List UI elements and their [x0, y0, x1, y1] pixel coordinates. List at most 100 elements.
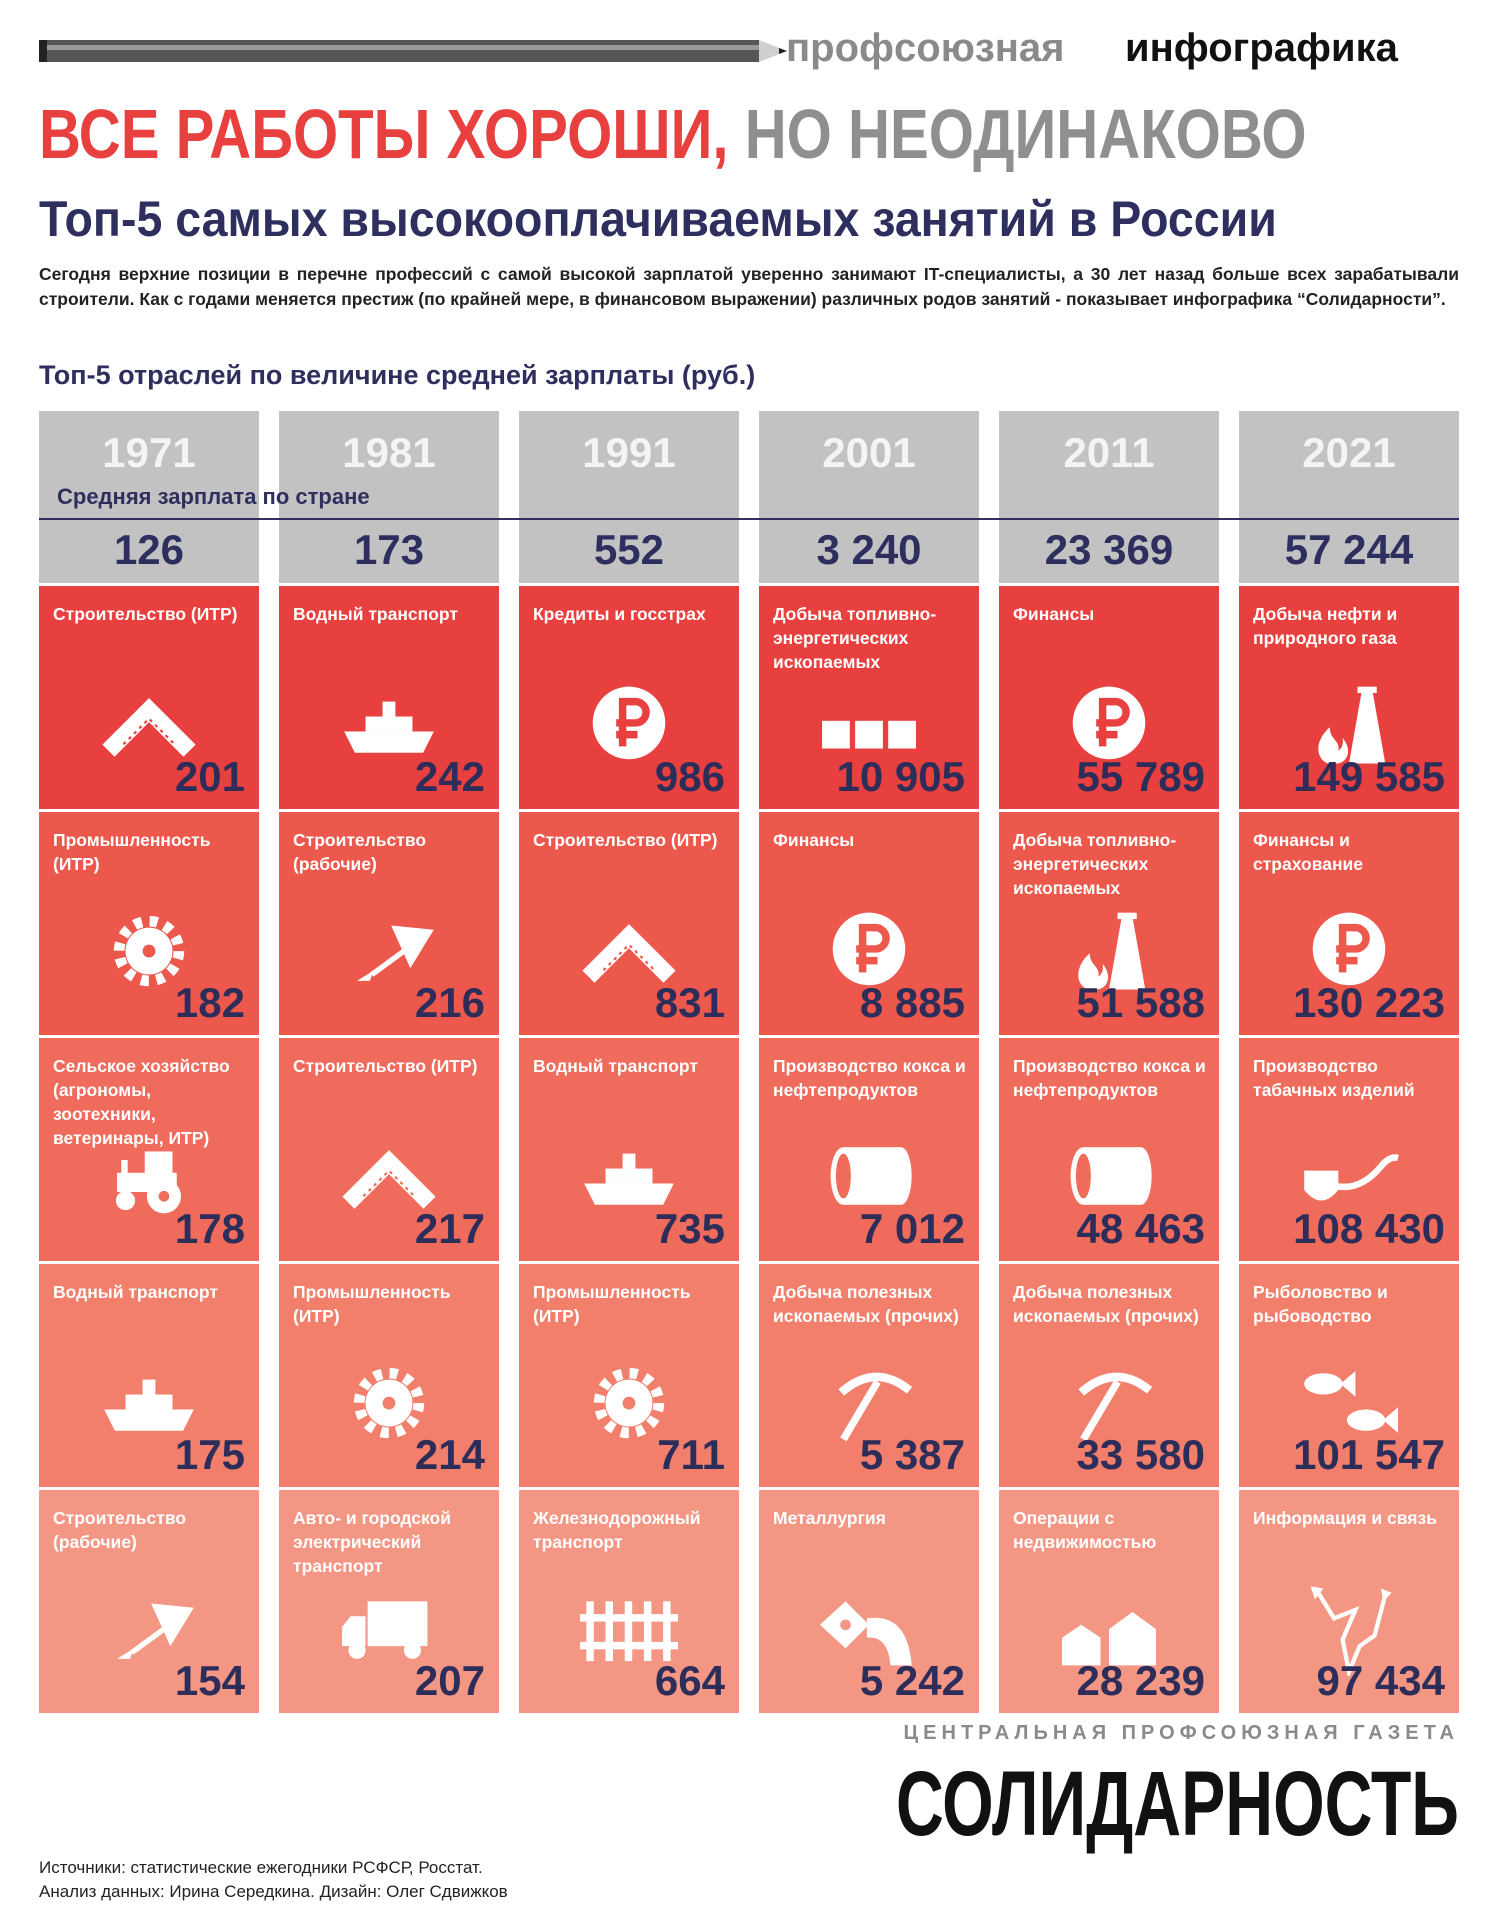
year: 1991 — [582, 429, 676, 476]
industry-cell: Добыча полезных ископаемых (прочих) 33 58… — [999, 1264, 1219, 1487]
industry-cell: Операции с недвижимостью 28 239 — [999, 1490, 1219, 1713]
average-salary: 173 — [353, 526, 425, 573]
salary-value: 101 547 — [1293, 1431, 1445, 1478]
industry-label: Промышленность (ИТР) — [533, 1282, 691, 1326]
salary-value: 7 012 — [859, 1205, 965, 1252]
salary-value: 55 789 — [1076, 753, 1205, 800]
industry-icon — [1304, 1371, 1399, 1433]
divider — [39, 518, 1459, 520]
column-header: 1991 552 — [519, 411, 739, 583]
industry-icon — [1310, 1586, 1392, 1676]
industry-label: Добыча топливно-энергетических ископаемы… — [773, 604, 937, 672]
industry-cell: Финансы и страхование 130 223 — [1239, 812, 1459, 1035]
industry-label: Строительство (рабочие) — [53, 1508, 187, 1552]
industry-icon — [113, 915, 185, 987]
industry-label: Водный транспорт — [533, 1056, 698, 1076]
industry-label: Добыча нефти и природного газа — [1253, 604, 1398, 648]
industry-icon — [1078, 1372, 1153, 1442]
industry-cell: Промышленность (ИТР) 182 — [39, 812, 259, 1035]
industry-icon — [344, 701, 434, 753]
year-column: 1981 173 Водный транспорт 242 Строительство … — [279, 411, 499, 1713]
industry-cell: Добыча нефти и природного газа 149 585 — [1239, 586, 1459, 809]
industry-icon — [1062, 1612, 1156, 1666]
industry-cell: Строительство (ИТР) 201 — [39, 586, 259, 809]
industry-icon — [1318, 686, 1386, 764]
salary-value: 48 463 — [1076, 1205, 1205, 1252]
salary-value: 711 — [657, 1431, 725, 1478]
industry-cell: Производство табачных изделий 108 430 — [1239, 1038, 1459, 1261]
industry-icon — [102, 698, 196, 757]
title-accent: НО НЕОДИНАКОВО — [744, 95, 1307, 173]
industry-icon — [819, 1601, 912, 1666]
sources: Источники: статистические ежегодники РСФ… — [39, 1858, 483, 1877]
average-salary: 126 — [113, 526, 185, 573]
industry-icon — [357, 925, 434, 981]
year-column: 2001 3 240 Добыча топливно-энергетических … — [759, 411, 979, 1713]
industry-cell: Кредиты и госстрах 986 — [519, 586, 739, 809]
column-header: 2021 57 244 — [1239, 411, 1459, 583]
industry-label: Водный транспорт — [293, 604, 458, 624]
industry-cell: Производство кокса и нефтепродуктов 7 012 — [759, 1038, 979, 1261]
industry-label: Промышленность (ИТР) — [293, 1282, 451, 1326]
industry-label: Информация и связь — [1253, 1508, 1437, 1528]
salary-value: 149 585 — [1293, 753, 1445, 800]
industry-icon — [832, 912, 906, 986]
industry-cell: Добыча топливно-энергетических ископаемы… — [999, 812, 1219, 1035]
column-header: 2001 3 240 — [759, 411, 979, 583]
industry-label: Добыча полезных ископаемых (прочих) — [1013, 1282, 1199, 1326]
industry-label: Добыча топливно-энергетических ископаемы… — [1013, 830, 1177, 898]
industry-icon — [1072, 686, 1146, 760]
industry-icon — [104, 1379, 194, 1431]
salary-value: 201 — [174, 753, 245, 800]
industry-cell: Водный транспорт 175 — [39, 1264, 259, 1487]
industry-icon — [582, 924, 676, 983]
industry-label: Металлургия — [773, 1508, 886, 1528]
average-salary: 57 244 — [1284, 526, 1414, 573]
salary-value: 28 239 — [1076, 1657, 1205, 1704]
year: 1971 — [102, 429, 196, 476]
industry-icon — [115, 1151, 181, 1214]
industry-icon — [584, 1153, 674, 1205]
industry-icon — [1312, 912, 1386, 986]
series-name: профсоюзная — [786, 26, 1065, 70]
industry-cell: Водный транспорт 735 — [519, 1038, 739, 1261]
salary-value: 175 — [174, 1431, 245, 1478]
industry-cell: Строительство (ИТР) 831 — [519, 812, 739, 1035]
industry-label: Сельское хозяйство (агрономы, зоотехники… — [53, 1056, 230, 1148]
column-header: 2011 23 369 — [999, 411, 1219, 583]
industry-icon — [117, 1603, 194, 1659]
average-salary: 23 369 — [1044, 526, 1174, 573]
industry-cell: Добыча полезных ископаемых (прочих) 5 387 — [759, 1264, 979, 1487]
industry-label: Строительство (ИТР) — [293, 1056, 478, 1076]
salary-value: 10 905 — [836, 753, 965, 800]
industry-cell: Водный транспорт 242 — [279, 586, 499, 809]
industry-cell: Рыболовство и рыбоводство 101 547 — [1239, 1264, 1459, 1487]
salary-value: 8 885 — [859, 979, 965, 1026]
industry-cell: Авто- и городской электрический транспор… — [279, 1490, 499, 1713]
salary-value: 97 434 — [1316, 1657, 1445, 1704]
industry-icon — [838, 1372, 913, 1442]
year: 2001 — [822, 429, 916, 476]
brand: инфографика — [1125, 26, 1398, 70]
salary-value: 986 — [654, 753, 725, 800]
industry-label: Строительство (ИТР) — [53, 604, 238, 624]
industry-cell: Финансы 55 789 — [999, 586, 1219, 809]
industry-cell: Строительство (рабочие) 216 — [279, 812, 499, 1035]
salary-value: 33 580 — [1076, 1431, 1205, 1478]
industry-icon — [1078, 912, 1146, 990]
year-column: 2011 23 369 Финансы 55 789 Добыча топливно-э… — [999, 411, 1219, 1713]
salary-value: 182 — [174, 979, 245, 1026]
column-header: 1971 126 — [39, 411, 259, 583]
industry-icon — [593, 1367, 665, 1439]
salary-value: 216 — [414, 979, 485, 1026]
year-column: 2021 57 244 Добыча нефти и природного газа… — [1239, 411, 1459, 1713]
salary-value: 5 242 — [859, 1657, 965, 1704]
industry-label: Добыча полезных ископаемых (прочих) — [773, 1282, 959, 1326]
pencil — [39, 40, 787, 62]
industry-label: Рыболовство и рыбоводство — [1253, 1282, 1388, 1326]
industry-label: Финансы — [773, 830, 855, 850]
industry-label: Производство табачных изделий — [1253, 1056, 1415, 1100]
subtitle: Топ-5 самых высокооплачиваемых занятий в… — [39, 191, 1277, 247]
average-label: Средняя зарплата по стране — [57, 484, 370, 509]
